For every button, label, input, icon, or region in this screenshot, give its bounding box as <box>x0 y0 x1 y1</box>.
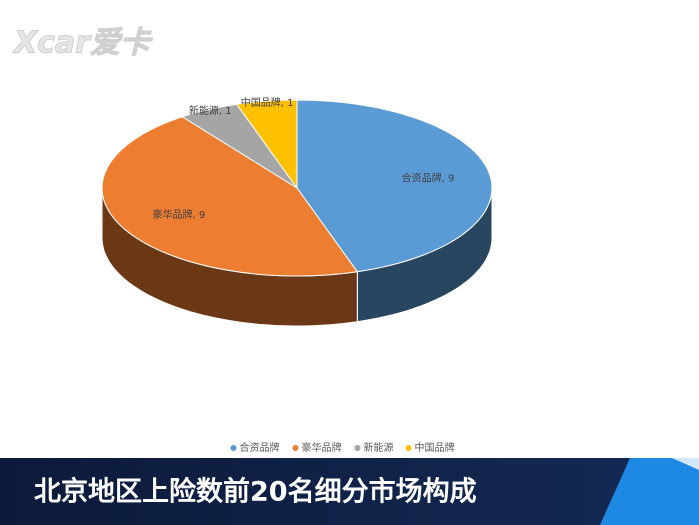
title-banner <box>0 458 699 525</box>
legend-marker <box>354 445 361 451</box>
data-label: 豪华品牌, 9 <box>152 208 205 221</box>
data-label: 中国品牌, 1 <box>241 96 294 109</box>
legend-marker <box>230 445 237 451</box>
legend-label: 合资品牌 <box>240 441 280 454</box>
watermark: Xcar爱卡 <box>12 26 153 61</box>
slice <box>296 99 493 273</box>
legend-marker <box>292 445 299 451</box>
slice <box>235 99 298 190</box>
legend-label: 豪华品牌 <box>302 441 342 454</box>
legend-label: 中国品牌 <box>415 441 455 454</box>
banner-accent <box>672 458 699 470</box>
legend-label: 新能源 <box>364 441 394 454</box>
data-label: 合资品牌, 9 <box>402 172 455 185</box>
banner-accent <box>600 458 699 525</box>
legend: 合资品牌 豪华品牌 新能源 中国品牌 <box>230 441 455 454</box>
slice <box>101 116 359 277</box>
chart-title: 北京地区上险数前20名细分市场构成 <box>34 476 477 508</box>
pie: 合资品牌, 9 豪华品牌, 9 新能源, 1 中国品牌, 1 <box>101 96 493 327</box>
legend-marker <box>405 445 412 451</box>
data-label: 新能源, 1 <box>189 104 232 117</box>
